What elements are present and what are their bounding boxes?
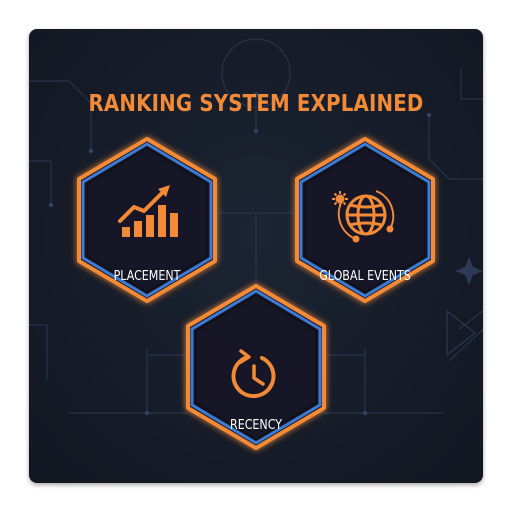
node-label: GLOBAL EVENTS (319, 268, 411, 284)
hexagon-frame (295, 137, 435, 303)
node-placement: PLACEMENT (72, 137, 222, 303)
sun-icon (332, 191, 348, 207)
clock-refresh-icon (231, 349, 276, 399)
globe-icon (337, 190, 395, 243)
hexagon-frame (77, 137, 217, 303)
infographic-card: RANKING SYSTEM EXPLAINED (29, 29, 483, 483)
node-global-events: GLOBAL EVENTS (290, 137, 440, 303)
node-recency: RECENCY (181, 284, 331, 450)
hexagon-frame (186, 284, 326, 450)
circuit-background (29, 38, 483, 415)
page-title: RANKING SYSTEM EXPLAINED (88, 91, 424, 117)
node-label: RECENCY (230, 417, 282, 433)
sparkle-icon (455, 257, 483, 285)
node-label: PLACEMENT (113, 268, 181, 284)
bar-chart-up-arrow-icon (118, 185, 178, 237)
